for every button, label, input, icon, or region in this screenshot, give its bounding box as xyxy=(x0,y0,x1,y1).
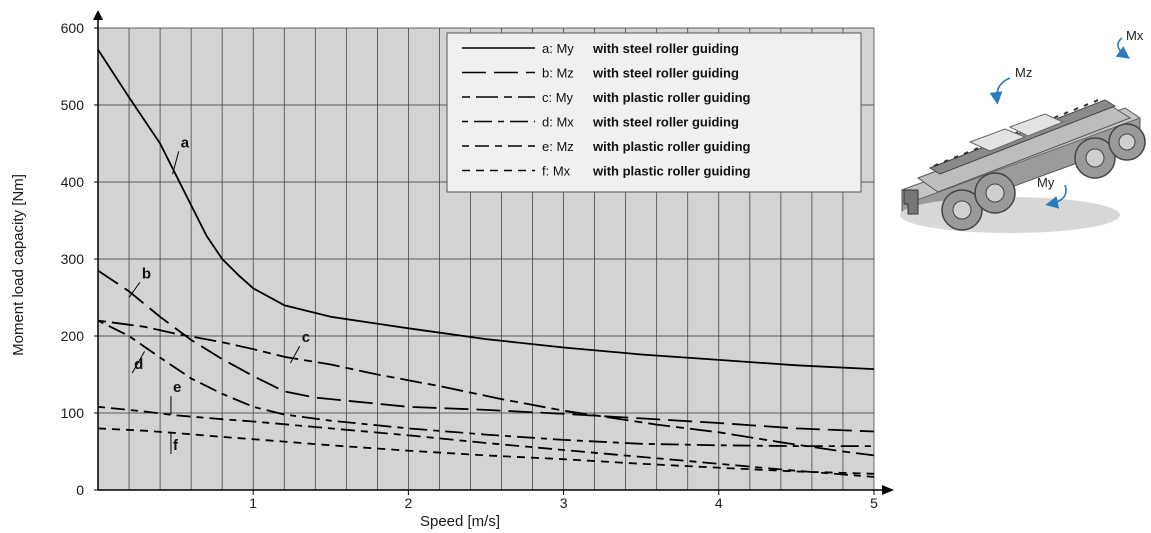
series-line-f xyxy=(97,427,875,475)
grid xyxy=(98,27,875,490)
top-block-2 xyxy=(1008,113,1065,137)
curve-label-d: d xyxy=(134,356,143,373)
legend-description-d: with steel roller guiding xyxy=(592,115,739,130)
legend-code-c: c: My xyxy=(542,90,574,105)
legend-code-f: f: Mx xyxy=(542,164,571,179)
y-tick-label: 0 xyxy=(76,482,84,498)
x-tick-label: 1 xyxy=(249,495,257,511)
y-tick-label: 200 xyxy=(61,328,85,344)
legend-code-e: e: Mz xyxy=(542,139,574,154)
x-tick-label: 3 xyxy=(560,495,568,511)
y-tick-label: 500 xyxy=(61,97,85,113)
mz-label: Mz xyxy=(1015,65,1032,80)
rollers xyxy=(941,123,1146,231)
x-axis-title: Speed [m/s] xyxy=(420,513,500,530)
roller-1-hub xyxy=(952,200,972,220)
x-axis-arrow xyxy=(882,485,894,495)
x-tick-labels: 1 2 3 4 5 xyxy=(249,490,878,511)
x-tick-label: 5 xyxy=(870,495,878,511)
guide-carriage-illustration: Mz Mx My xyxy=(900,28,1146,233)
curve-label-b: b xyxy=(142,265,151,282)
curve-leader-d xyxy=(131,351,145,374)
mz-arrow xyxy=(989,77,1011,105)
axes xyxy=(93,10,894,495)
legend-code-d: d: Mx xyxy=(542,115,574,130)
series-line-c xyxy=(97,319,875,457)
legend: a: My with steel roller guiding b: Mz with … xyxy=(446,32,862,193)
y-tick-label: 600 xyxy=(61,20,85,36)
y-tick-label: 400 xyxy=(61,174,85,190)
legend-items: a: My with steel roller guiding b: Mz with … xyxy=(462,41,751,179)
rail-profile-end xyxy=(903,189,919,215)
series-line-e xyxy=(97,405,875,478)
series-line-b xyxy=(97,269,875,433)
curve-leader-a xyxy=(172,151,180,175)
legend-description-e: with plastic roller guiding xyxy=(592,139,751,154)
legend-description-f: with plastic roller guiding xyxy=(592,164,751,179)
curve-labels: a b c d e f xyxy=(128,134,310,454)
curve-label-e: e xyxy=(173,379,181,396)
my-label: My xyxy=(1037,175,1055,190)
roller-2-hub xyxy=(985,183,1005,203)
x-tick-label: 4 xyxy=(715,495,723,511)
legend-box xyxy=(446,32,862,193)
y-axis-arrow xyxy=(93,10,103,20)
curve-leader-b xyxy=(128,281,141,298)
series-lines xyxy=(97,49,875,478)
series-line-a xyxy=(97,49,875,370)
top-block-1 xyxy=(968,128,1027,152)
legend-code-a: a: My xyxy=(542,41,574,56)
legend-description-b: with steel roller guiding xyxy=(592,66,739,81)
y-axis-title: Moment load capacity [Nm] xyxy=(10,174,27,356)
mx-arrow xyxy=(1115,37,1130,59)
roller-4-hub xyxy=(1118,133,1136,151)
series-line-d xyxy=(97,319,874,447)
mx-label: Mx xyxy=(1126,28,1144,43)
legend-code-b: b: Mz xyxy=(542,66,574,81)
curve-label-a: a xyxy=(181,134,190,151)
legend-description-a: with steel roller guiding xyxy=(592,41,739,56)
my-arrow xyxy=(1045,184,1067,209)
x-tick-label: 2 xyxy=(405,495,413,511)
curve-label-f: f xyxy=(173,437,179,454)
y-tick-label: 100 xyxy=(61,405,85,421)
legend-description-c: with plastic roller guiding xyxy=(592,90,751,105)
y-tick-label: 300 xyxy=(61,251,85,267)
curve-leader-c xyxy=(290,345,301,364)
y-tick-labels: 0 100 200 300 400 500 600 xyxy=(61,20,98,498)
roller-3-hub xyxy=(1085,148,1105,168)
curve-label-c: c xyxy=(302,329,310,346)
